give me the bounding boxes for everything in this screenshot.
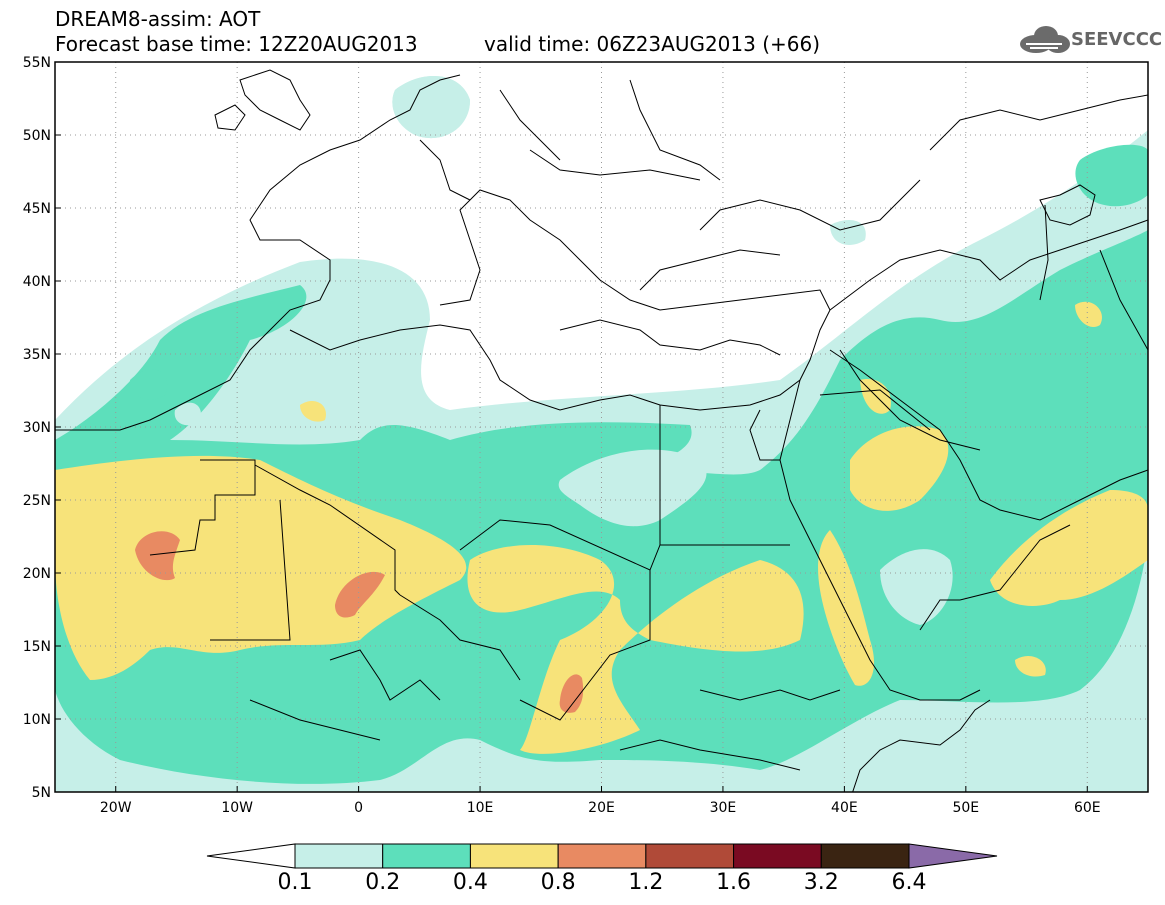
- logo-text: SEEVCCC: [1071, 29, 1163, 50]
- aot-level-0.1-inner: [174, 76, 953, 625]
- lon-tick-label: 10E: [467, 800, 494, 816]
- lon-tick-label: 0: [354, 800, 363, 816]
- title-line-2: Forecast base time: 12Z20AUG2013: [55, 32, 418, 56]
- valid-time: valid time: 06Z23AUG2013 (+66): [484, 32, 821, 56]
- colorbar-label: 0.1: [277, 870, 313, 895]
- colorbar-label: 1.6: [716, 870, 752, 895]
- colorbar-label: 1.2: [628, 870, 664, 895]
- colorbar-label: 0.2: [365, 870, 401, 895]
- lat-tick-label: 40N: [23, 274, 51, 290]
- lon-tick-label: 40E: [831, 800, 858, 816]
- colorbar-label: 0.8: [540, 870, 576, 895]
- cloud-icon: [1020, 26, 1070, 53]
- aot-fields: [55, 76, 1148, 792]
- lon-tick-label: 20W: [100, 800, 132, 816]
- lon-tick-label: 20E: [588, 800, 615, 816]
- country-borders: [149, 79, 1148, 771]
- lon-tick-label: 30E: [710, 800, 737, 816]
- aot-level-0.8: [135, 531, 584, 713]
- lat-tick-label: 15N: [23, 639, 51, 655]
- colorbar-label: 6.4: [891, 870, 927, 895]
- lat-tick-label: 5N: [32, 785, 51, 801]
- lon-tick-label: 50E: [952, 800, 979, 816]
- graticule: [55, 62, 1148, 792]
- lon-tick-label: 60E: [1074, 800, 1101, 816]
- lat-tick-label: 55N: [23, 55, 51, 71]
- lon-tick-label: 10W: [221, 800, 253, 816]
- colorbar-label: 0.4: [452, 870, 488, 895]
- coastlines: [55, 69, 1148, 792]
- lat-tick-label: 30N: [23, 420, 51, 436]
- lat-tick-label: 25N: [23, 493, 51, 509]
- colorbar-label: 3.2: [803, 870, 839, 895]
- aot-level-0.4: [55, 301, 1148, 754]
- seevccc-logo: [1020, 26, 1070, 53]
- lat-tick-label: 50N: [23, 128, 51, 144]
- title-line-1: DREAM8-assim: AOT: [55, 7, 261, 31]
- latitude-axis: 55N 50N 45N 40N 35N 30N 25N 20N 15N 10N 5N: [23, 55, 61, 801]
- longitude-axis: 20W 10W 0 10E 20E 30E 40E 50E 60E: [100, 786, 1101, 816]
- lat-tick-label: 35N: [23, 347, 51, 363]
- lat-tick-label: 10N: [23, 712, 51, 728]
- lat-tick-label: 20N: [23, 566, 51, 582]
- lat-tick-label: 45N: [23, 201, 51, 217]
